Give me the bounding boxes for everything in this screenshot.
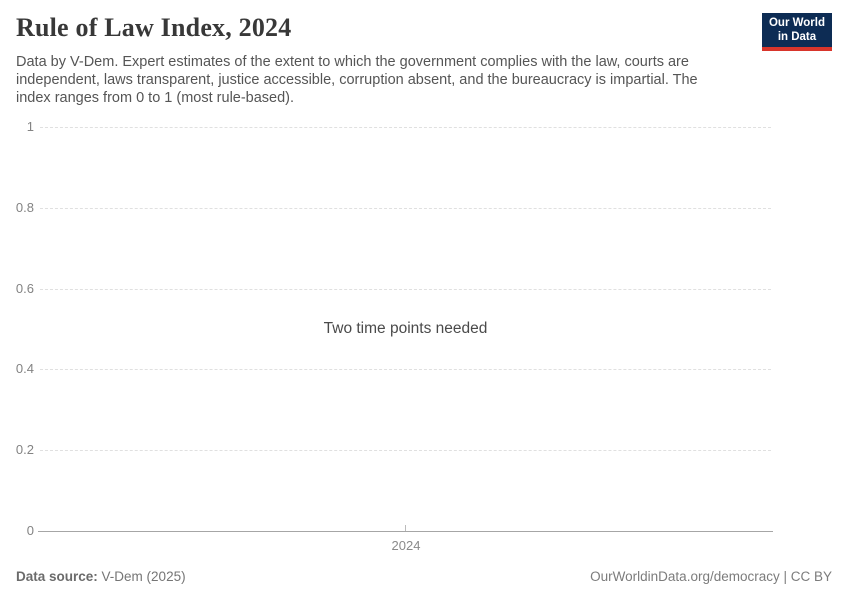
x-tick-mark-2024 [405,525,406,531]
y-tick-label-0.4: 0.4 [15,361,34,376]
y-tick-label-0.2: 0.2 [15,442,34,457]
x-tick-label-2024: 2024 [391,538,421,553]
gridline-0.4 [40,369,771,370]
gridline-1.0 [40,127,771,128]
y-tick-label-0: 0 [26,523,34,538]
gridline-0.2 [40,450,771,451]
x-axis-line [38,531,773,532]
footer-data-source: Data source: V-Dem (2025) [16,569,186,584]
data-source-value[interactable]: V-Dem (2025) [101,569,186,584]
owid-logo-line2: in Data [777,30,817,43]
footer-attribution-link[interactable]: OurWorldinData.org/democracy | CC BY [590,569,832,584]
chart-subtitle: Data by V-Dem. Expert estimates of the e… [16,54,698,106]
owid-logo-line1: Our World [768,17,825,29]
data-source-label: Data source: [16,569,98,584]
gridline-0.8 [40,208,771,209]
y-tick-label-1.0: 1 [26,119,34,134]
chart-title: Rule of Law Index, 2024 [16,13,292,42]
owid-logo[interactable]: Our World in Data [761,13,832,51]
empty-state-message: Two time points needed [323,320,488,337]
y-tick-label-0.6: 0.6 [15,281,34,296]
y-tick-label-0.8: 0.8 [15,200,34,215]
gridline-0.6 [40,289,771,290]
